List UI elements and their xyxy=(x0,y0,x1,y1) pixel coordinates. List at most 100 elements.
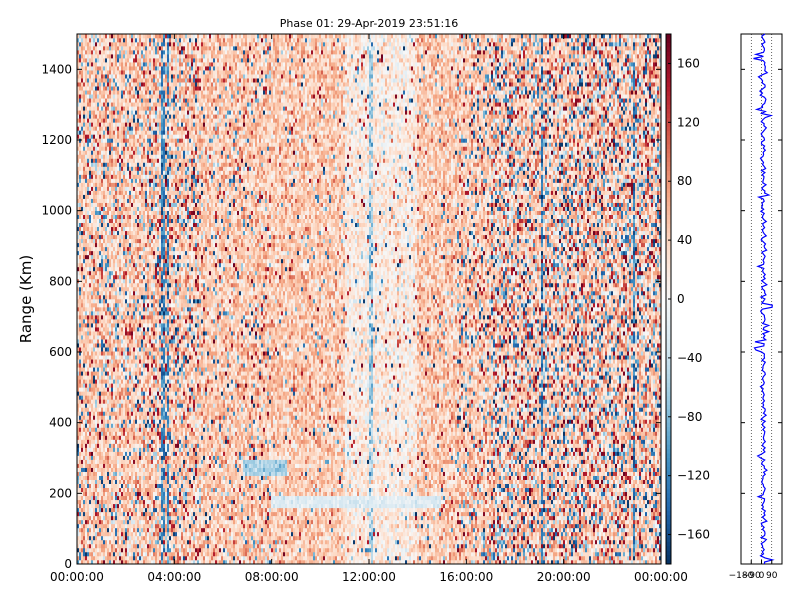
heatmap-cell xyxy=(81,436,83,440)
heatmap-cell xyxy=(89,179,91,183)
heatmap-cell xyxy=(87,227,89,231)
heatmap-cell xyxy=(89,247,91,251)
heatmap-cell xyxy=(83,231,85,235)
heatmap-cell xyxy=(79,371,81,375)
heatmap-cell xyxy=(83,403,85,407)
heatmap-cell xyxy=(89,227,91,231)
heatmap-cell xyxy=(91,419,93,423)
heatmap-cell xyxy=(87,255,89,259)
heatmap-cell xyxy=(87,34,89,38)
heatmap-cell xyxy=(79,524,81,528)
heatmap-cell xyxy=(91,283,93,287)
heatmap-cell xyxy=(91,175,93,179)
heatmap-cell xyxy=(91,311,93,315)
heatmap-cell xyxy=(79,448,81,452)
heatmap-cell xyxy=(83,363,85,367)
heatmap-cell xyxy=(81,110,83,114)
heatmap-cell xyxy=(89,444,91,448)
heatmap-cell xyxy=(83,122,85,126)
heatmap-cell xyxy=(81,536,83,540)
heatmap-cell xyxy=(89,432,91,436)
heatmap-cell xyxy=(83,295,85,299)
heatmap-cell xyxy=(85,484,87,488)
heatmap-cell xyxy=(89,158,91,162)
heatmap-cell xyxy=(83,38,85,42)
heatmap-cell xyxy=(79,536,81,540)
heatmap-cell xyxy=(79,106,81,110)
heatmap-cell xyxy=(83,375,85,379)
heatmap-cell xyxy=(89,54,91,58)
heatmap-cell xyxy=(81,444,83,448)
heatmap-cell xyxy=(83,162,85,166)
heatmap-cell xyxy=(79,411,81,415)
heatmap-cell xyxy=(79,331,81,335)
heatmap-cell xyxy=(81,484,83,488)
heatmap-cell xyxy=(85,134,87,138)
heatmap-cell xyxy=(85,367,87,371)
heatmap-cell xyxy=(91,291,93,295)
heatmap-cell xyxy=(91,500,93,504)
heatmap-cell xyxy=(85,94,87,98)
heatmap-cell xyxy=(83,267,85,271)
heatmap-cell xyxy=(81,452,83,456)
heatmap-cell xyxy=(83,243,85,247)
heatmap-cell xyxy=(87,452,89,456)
heatmap-cell xyxy=(81,199,83,203)
heatmap-cell xyxy=(85,154,87,158)
heatmap-cell xyxy=(87,411,89,415)
heatmap-cell xyxy=(79,235,81,239)
heatmap-cell xyxy=(79,303,81,307)
heatmap-cell xyxy=(89,90,91,94)
heatmap-cell xyxy=(89,524,91,528)
heatmap-cell xyxy=(89,440,91,444)
heatmap-cell xyxy=(83,544,85,548)
heatmap-cell xyxy=(91,319,93,323)
heatmap-cell xyxy=(81,183,83,187)
heatmap-cell xyxy=(83,275,85,279)
heatmap-cell xyxy=(91,303,93,307)
heatmap-cell xyxy=(91,271,93,275)
heatmap-cell xyxy=(81,130,83,134)
heatmap-cell xyxy=(85,90,87,94)
heatmap-cell xyxy=(83,46,85,50)
heatmap-cell xyxy=(83,319,85,323)
figure: Phase 01: 29-Apr-2019 23:51:16 00:00:00 0… xyxy=(0,0,800,600)
heatmap-cell xyxy=(83,516,85,520)
heatmap-cell xyxy=(89,456,91,460)
heatmap-cell xyxy=(83,504,85,508)
heatmap-cell xyxy=(91,299,93,303)
heatmap-cell xyxy=(83,315,85,319)
heatmap-cell xyxy=(85,295,87,299)
heatmap-cell xyxy=(89,423,91,427)
heatmap-cell xyxy=(87,46,89,50)
heatmap-cell xyxy=(85,415,87,419)
heatmap-cell xyxy=(87,66,89,70)
heatmap-cell xyxy=(83,395,85,399)
heatmap-cell xyxy=(79,215,81,219)
heatmap-cell xyxy=(91,391,93,395)
heatmap-cell xyxy=(87,38,89,42)
heatmap-cell xyxy=(85,391,87,395)
heatmap-cell xyxy=(87,399,89,403)
heatmap-cell xyxy=(83,98,85,102)
heatmap-cell xyxy=(91,327,93,331)
heatmap-cell xyxy=(83,183,85,187)
heatmap-cell xyxy=(83,247,85,251)
heatmap-cell xyxy=(83,311,85,315)
heatmap-cell xyxy=(85,375,87,379)
heatmap-cell xyxy=(83,552,85,556)
heatmap-cell xyxy=(87,456,89,460)
heatmap-cell xyxy=(91,468,93,472)
heatmap-cell xyxy=(83,371,85,375)
heatmap-cell xyxy=(89,556,91,560)
heatmap-cell xyxy=(79,532,81,536)
heatmap-cell xyxy=(85,191,87,195)
heatmap-cell xyxy=(81,42,83,46)
heatmap-cell xyxy=(85,243,87,247)
heatmap-cell xyxy=(81,540,83,544)
heatmap-cell xyxy=(83,283,85,287)
heatmap-cell xyxy=(81,134,83,138)
heatmap-cell xyxy=(79,464,81,468)
heatmap-cell xyxy=(81,227,83,231)
heatmap-cell xyxy=(79,307,81,311)
